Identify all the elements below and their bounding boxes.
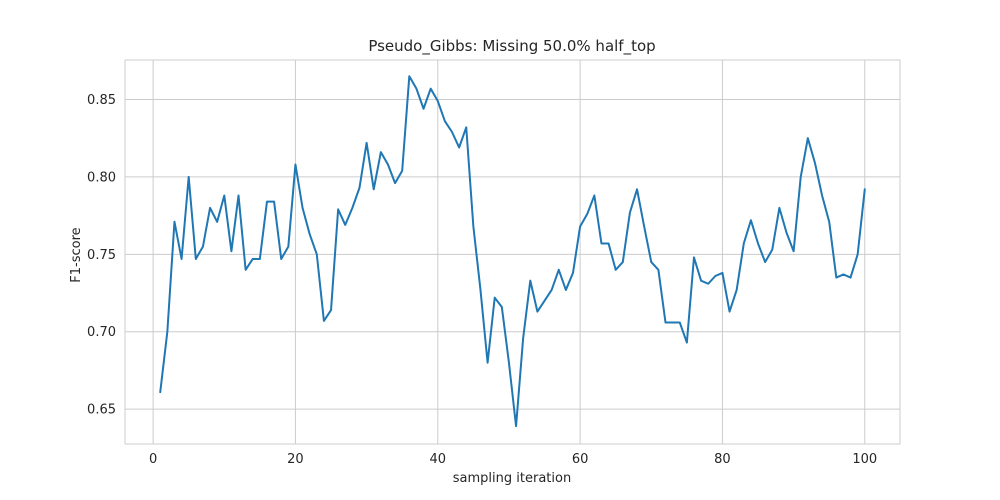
series-line bbox=[159, 75, 866, 428]
x-axis-label: sampling iteration bbox=[453, 471, 571, 486]
x-tick-labels: 0 20 40 60 80 100 bbox=[149, 452, 877, 467]
plot-frame bbox=[124, 59, 901, 445]
x-tick-label: 40 bbox=[430, 452, 447, 467]
x-tick-label: 20 bbox=[287, 452, 304, 467]
x-tick-label: 100 bbox=[852, 452, 877, 467]
y-tick-labels: 0.65 0.70 0.75 0.80 0.85 bbox=[87, 93, 116, 418]
x-tick-label: 0 bbox=[149, 452, 157, 467]
x-tick-label: 80 bbox=[714, 452, 731, 467]
y-tick-label: 0.75 bbox=[87, 248, 116, 263]
grid-layer bbox=[125, 60, 900, 444]
y-tick-label: 0.80 bbox=[87, 170, 116, 185]
y-axis-label: F1-score bbox=[69, 227, 84, 282]
y-tick-label: 0.65 bbox=[87, 403, 116, 418]
y-tick-label: 0.85 bbox=[87, 93, 116, 108]
chart-title: Pseudo_Gibbs: Missing 50.0% half_top bbox=[368, 37, 655, 56]
data-points bbox=[160, 76, 865, 426]
x-tick-label: 60 bbox=[572, 452, 589, 467]
y-tick-label: 0.70 bbox=[87, 325, 116, 340]
